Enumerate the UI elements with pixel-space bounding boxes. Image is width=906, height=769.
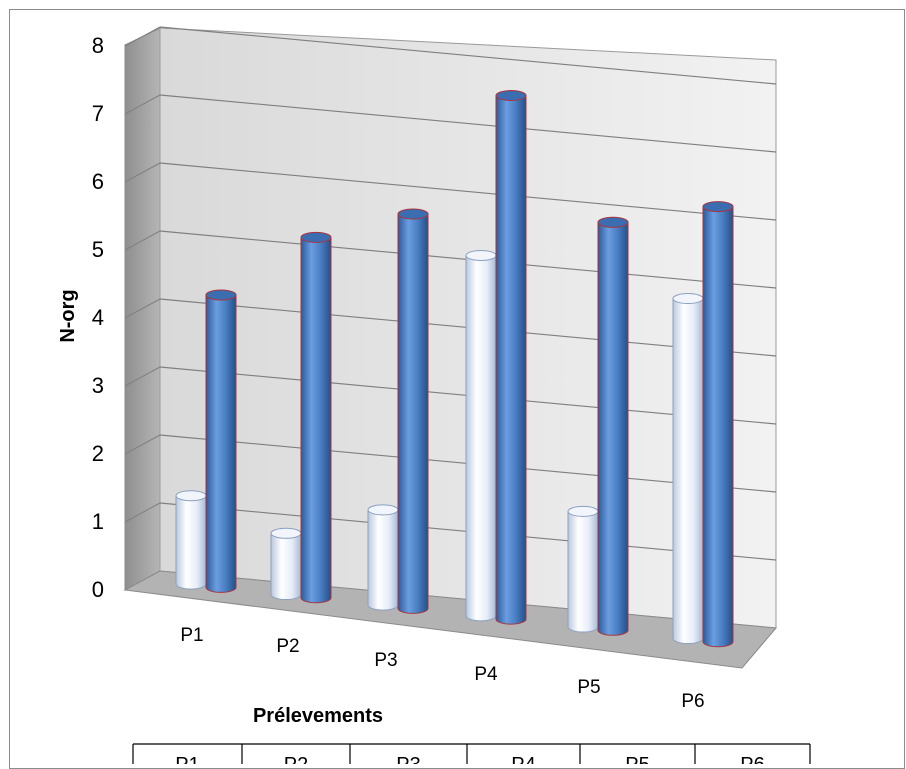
bar-body — [672, 298, 704, 644]
bar-cap — [270, 527, 302, 539]
gridline-side — [124, 162, 161, 183]
bar-P5-series-1 — [567, 505, 599, 633]
bar-P1-series-2 — [205, 289, 237, 593]
bar-P5-series-2 — [597, 216, 629, 636]
bar-body — [175, 495, 207, 590]
bar-body — [397, 213, 429, 614]
table-header-cell: P5 — [625, 754, 649, 764]
x-tick-label: P3 — [374, 650, 397, 671]
y-tick-label: 2 — [92, 441, 104, 466]
gridline-side — [124, 366, 161, 387]
bar-body — [300, 236, 332, 604]
bar-body — [495, 95, 527, 625]
x-tick-label: P5 — [577, 677, 600, 698]
bar-P2-series-1 — [270, 527, 302, 600]
y-tick-label: 5 — [92, 237, 104, 262]
data-table: P1 P2 P3 P4 P5 P6 — [132, 743, 811, 764]
y-axis-title: N-org — [57, 289, 79, 342]
x-tick-label: P4 — [474, 664, 498, 685]
gridline-side — [124, 502, 161, 523]
gridline-side — [124, 298, 161, 319]
bar-P6-series-1 — [672, 293, 704, 644]
y-tick-label: 0 — [92, 577, 104, 602]
bar-P3-series-2 — [397, 208, 429, 614]
y-tick-label: 6 — [92, 169, 104, 194]
bar-body — [567, 510, 599, 633]
x-axis-categories: P1 P2 P3 P4 P5 P6 — [180, 625, 704, 712]
gridline-side — [124, 26, 161, 47]
table-header-cell: P3 — [396, 754, 420, 764]
y-tick-label: 7 — [92, 101, 104, 126]
bar-cap — [495, 90, 527, 102]
bar-cap — [175, 490, 207, 502]
y-axis-ticks: 0 1 2 3 4 5 6 7 8 — [92, 33, 104, 602]
gridline-side — [124, 94, 161, 115]
bar-body — [465, 254, 497, 622]
bar-cap — [597, 216, 629, 228]
bar-P1-series-1 — [175, 490, 207, 590]
bar-P6-series-2 — [702, 201, 734, 648]
table-header-cell: P1 — [175, 754, 199, 764]
bar-body — [367, 509, 399, 611]
x-tick-label: P6 — [681, 691, 704, 712]
gridline — [159, 94, 777, 153]
y-tick-label: 3 — [92, 373, 104, 398]
bar-P4-series-2 — [495, 90, 527, 625]
bars — [175, 90, 734, 648]
table-header-cell: P4 — [511, 754, 535, 764]
bar-body — [597, 221, 629, 636]
bar-P3-series-1 — [367, 504, 399, 611]
x-tick-label: P2 — [276, 636, 299, 657]
y-tick-label: 8 — [92, 33, 104, 58]
bar-cap — [205, 289, 237, 301]
table-header-cell: P2 — [284, 754, 308, 764]
y-tick-label: 4 — [92, 305, 104, 330]
y-tick-label: 1 — [92, 509, 104, 534]
gridline-side — [124, 230, 161, 251]
bar-P2-series-2 — [300, 231, 332, 604]
gridline — [159, 26, 777, 85]
table-header-cell: P6 — [740, 754, 764, 764]
bar-cap — [397, 208, 429, 220]
bar-cap — [300, 231, 332, 243]
bar-cap — [465, 249, 497, 261]
bar-P4-series-1 — [465, 249, 497, 622]
bar-cap — [702, 201, 734, 213]
x-tick-label: P1 — [180, 625, 203, 646]
bar-body — [702, 206, 734, 648]
bar-cap — [567, 505, 599, 517]
gridline-side — [124, 434, 161, 455]
bar-body — [270, 532, 302, 600]
x-axis-title: Prélevements — [253, 705, 383, 727]
bar-body — [205, 294, 237, 593]
bar-cap — [367, 504, 399, 516]
bar-cap — [672, 293, 704, 305]
gridline — [159, 162, 777, 221]
